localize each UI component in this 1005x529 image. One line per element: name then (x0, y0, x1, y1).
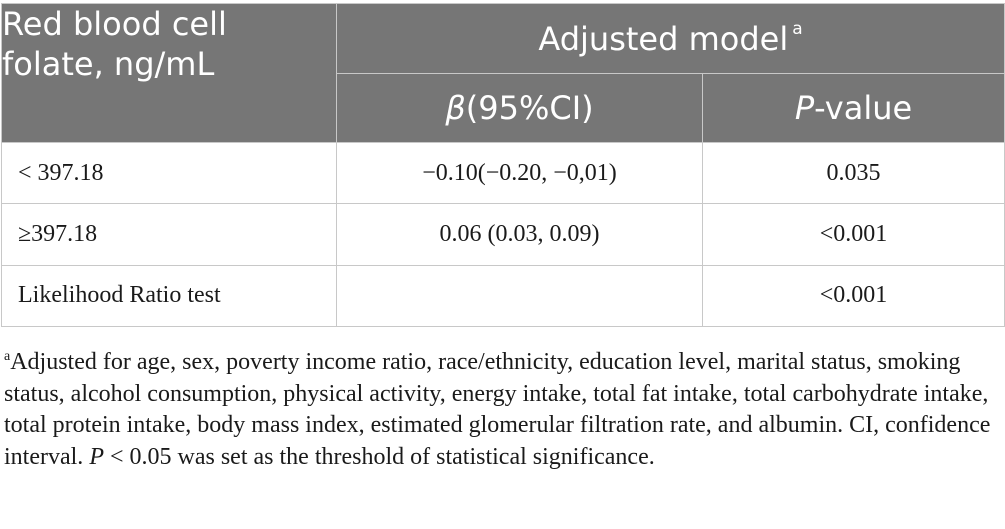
footnote-text: Adjusted for age, sex, poverty income ra… (4, 349, 991, 470)
row-header-rbc-folate: Red blood cell folate, ng/mL (1, 3, 337, 143)
row-label: Likelihood Ratio test (1, 264, 337, 328)
column-header-beta: β(95%CI) (336, 73, 703, 143)
group-title: Adjusted model (538, 20, 789, 58)
table-footnote: aAdjusted for age, sex, poverty income r… (4, 341, 999, 473)
table-row: ≥397.18 0.06 (0.03, 0.09) <0.001 (1, 203, 1005, 266)
p-value-cell: 0.035 (701, 141, 1005, 205)
beta-cell (336, 264, 703, 328)
results-table: Red blood cell folate, ng/mL Adjusted mo… (1, 3, 1005, 328)
table-row: Likelihood Ratio test <0.001 (1, 264, 1005, 328)
footnote-text-end: < 0.05 was set as the threshold of stati… (103, 443, 655, 470)
footnote-marker: a (4, 349, 11, 364)
row-label: < 397.18 (1, 141, 337, 205)
beta-header-rest: (95%CI) (465, 89, 594, 127)
p-symbol: P (794, 89, 815, 127)
column-header-p-value: P-value (701, 73, 1005, 143)
footnote-p-symbol: P (89, 443, 104, 470)
column-group-adjusted-model: Adjusted model a (335, 3, 1005, 74)
row-label: ≥397.18 (1, 203, 337, 266)
table-row: < 397.18 −0.10(−0.20, −0,01) 0.035 (1, 141, 1005, 205)
beta-cell: 0.06 (0.03, 0.09) (336, 203, 703, 266)
beta-cell: −0.10(−0.20, −0,01) (336, 141, 703, 205)
p-value-cell: <0.001 (701, 203, 1005, 266)
p-value-cell: <0.001 (701, 264, 1005, 328)
group-footnote-marker: a (792, 19, 803, 39)
beta-symbol: β (445, 89, 466, 127)
p-header-rest: -value (814, 89, 913, 127)
